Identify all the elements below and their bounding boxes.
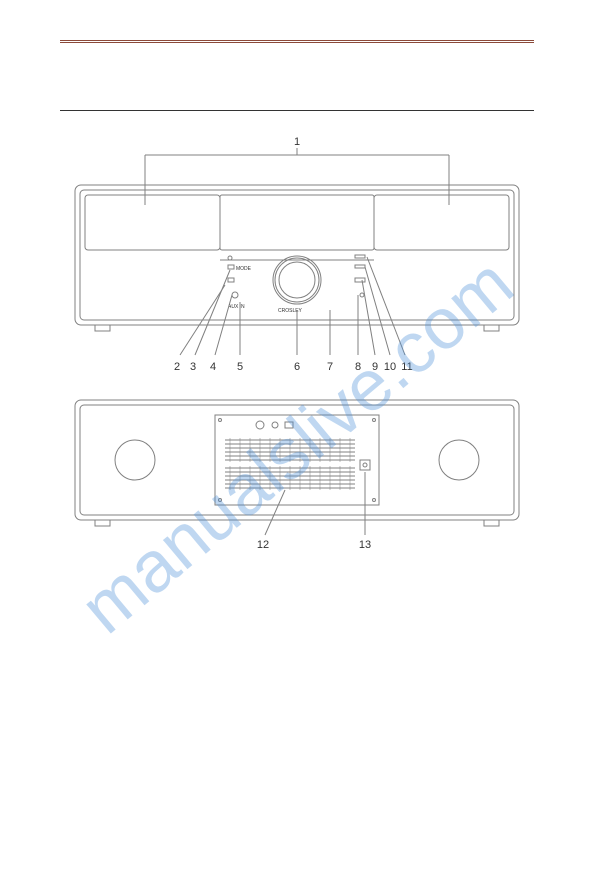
label-5: 5 <box>237 361 243 373</box>
front-view: 1 <box>75 136 519 373</box>
aux-label: AUX IN <box>228 304 245 310</box>
label-4: 4 <box>210 361 216 373</box>
label-13: 13 <box>359 539 371 550</box>
product-diagram: 1 <box>60 130 534 550</box>
label-10: 10 <box>384 361 396 373</box>
label-8: 8 <box>355 361 361 373</box>
label-6: 6 <box>294 361 300 373</box>
svg-text:CROSLEY: CROSLEY <box>278 308 303 314</box>
mode-label: MODE <box>236 266 252 272</box>
vent-slots <box>225 438 355 490</box>
header-border <box>60 40 534 43</box>
label-3: 3 <box>190 361 196 373</box>
section-divider <box>60 110 534 111</box>
label-9: 9 <box>372 361 378 373</box>
label-1: 1 <box>294 136 300 148</box>
label-2: 2 <box>174 361 180 373</box>
label-12: 12 <box>257 539 269 550</box>
label-7: 7 <box>327 361 333 373</box>
rear-view: 12 13 <box>75 400 519 550</box>
label-11: 11 <box>401 361 412 373</box>
diagram-svg: 1 <box>60 130 534 550</box>
